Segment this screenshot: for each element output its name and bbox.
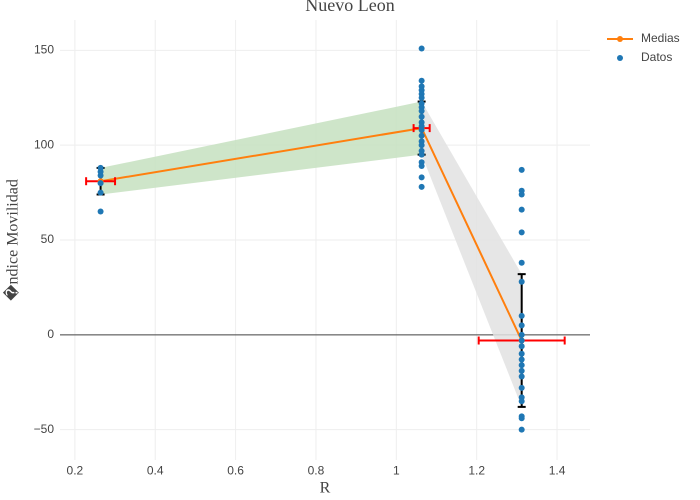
data-point bbox=[518, 278, 525, 285]
data-point bbox=[518, 322, 525, 329]
data-point bbox=[518, 362, 525, 369]
y-tick-label: 50 bbox=[41, 232, 55, 246]
x-tick-label: 0.8 bbox=[308, 463, 325, 477]
data-point bbox=[518, 373, 525, 380]
data-point bbox=[418, 127, 425, 133]
legend-marker bbox=[617, 55, 623, 61]
data-point bbox=[518, 337, 525, 344]
data-point bbox=[518, 191, 525, 198]
data-point bbox=[418, 45, 425, 52]
data-point bbox=[97, 189, 104, 196]
data-point bbox=[418, 108, 425, 115]
data-point bbox=[418, 183, 425, 190]
x-tick-label: 1.2 bbox=[468, 463, 485, 477]
x-tick-label: 0.6 bbox=[227, 463, 244, 477]
data-point bbox=[518, 415, 525, 422]
data-point bbox=[97, 208, 104, 215]
x-axis-title: R bbox=[320, 480, 331, 497]
data-point bbox=[518, 356, 525, 363]
data-point bbox=[518, 343, 525, 350]
data-point bbox=[97, 180, 104, 187]
legend-marker bbox=[617, 36, 623, 42]
data-point bbox=[418, 77, 425, 84]
y-axis-title: �ndice Movilidad bbox=[3, 179, 22, 301]
confidence-band bbox=[421, 101, 522, 407]
x-tick-label: 1 bbox=[393, 463, 400, 477]
data-point bbox=[418, 113, 425, 120]
data-point bbox=[518, 398, 525, 405]
data-point bbox=[418, 132, 425, 139]
data-point bbox=[418, 142, 425, 149]
x-tick-label: 1.4 bbox=[549, 463, 566, 477]
data-point bbox=[97, 164, 104, 171]
data-point bbox=[418, 163, 425, 170]
data-point bbox=[518, 312, 525, 319]
legend-label: Medias bbox=[641, 31, 680, 45]
data-point bbox=[518, 166, 525, 173]
y-tick-label: 0 bbox=[47, 327, 54, 341]
x-tick-label: 0.4 bbox=[147, 463, 164, 477]
data-point bbox=[518, 229, 525, 236]
legend-label: Datos bbox=[641, 50, 672, 64]
chart-title: Nuevo Leon bbox=[305, 0, 394, 15]
data-point bbox=[418, 94, 425, 101]
y-tick-label: 150 bbox=[34, 43, 54, 57]
data-point bbox=[418, 151, 425, 158]
data-point bbox=[418, 174, 425, 181]
y-tick-label: −50 bbox=[34, 422, 55, 436]
data-point bbox=[518, 350, 525, 357]
data-point bbox=[518, 331, 525, 338]
y-tick-label: 100 bbox=[34, 137, 54, 151]
data-point bbox=[518, 206, 525, 213]
data-point bbox=[518, 259, 525, 266]
data-point bbox=[518, 367, 525, 374]
data-point bbox=[518, 384, 525, 391]
confidence-band bbox=[100, 101, 422, 195]
x-tick-label: 0.2 bbox=[67, 463, 84, 477]
data-point bbox=[518, 426, 525, 433]
